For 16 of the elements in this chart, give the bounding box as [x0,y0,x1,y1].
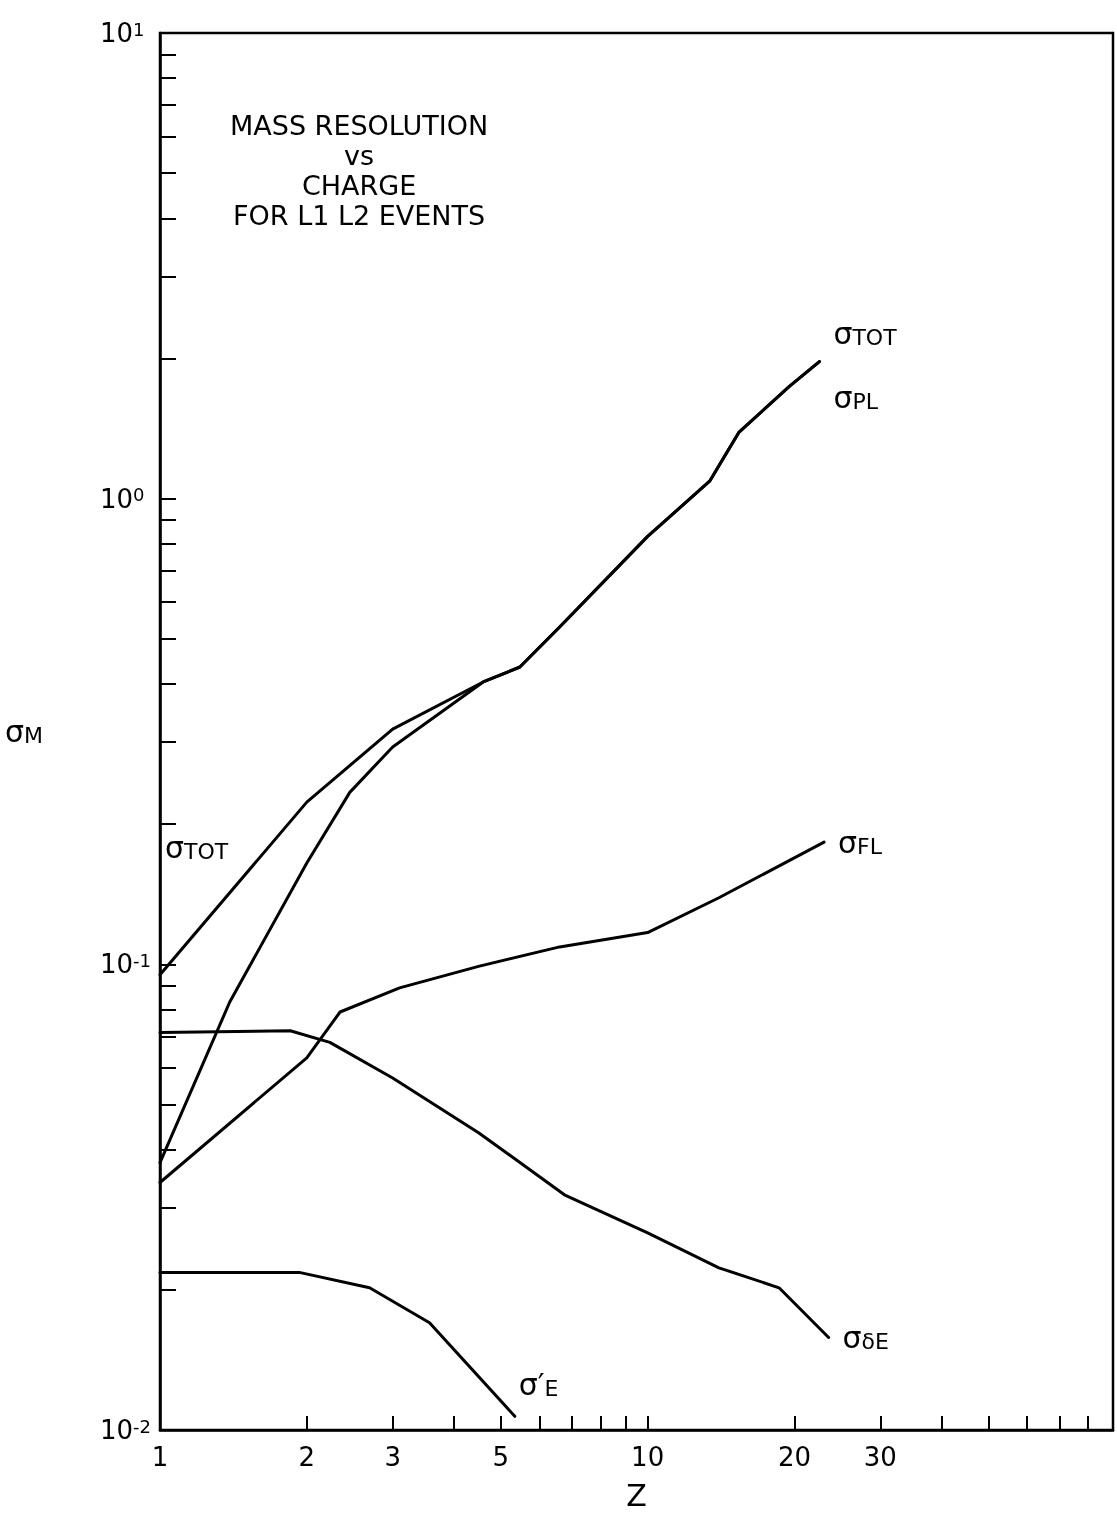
x-axis-title: Z [626,1477,647,1513]
x-tick-label: 10 [631,1442,665,1472]
x-tick-label: 3 [384,1442,401,1472]
x-tick-label: 30 [863,1442,897,1472]
series-label: σ′E [518,1366,559,1402]
series-label: σδE [842,1319,889,1355]
annotation: σTOT [165,829,229,865]
text: MASS RESOLUTION vs CHARGE FOR L1 L2 EVENTS [230,109,489,231]
series-label: σTOT [833,316,898,352]
series-label: σPL [833,380,879,416]
x-tick-label: 1 [151,1442,169,1472]
series-label: σFL [838,824,883,860]
y-axis-title: σM [5,714,43,749]
x-tick-label: 20 [777,1442,811,1472]
x-tick-label: 5 [492,1442,510,1472]
x-tick-label: 2 [298,1442,316,1472]
